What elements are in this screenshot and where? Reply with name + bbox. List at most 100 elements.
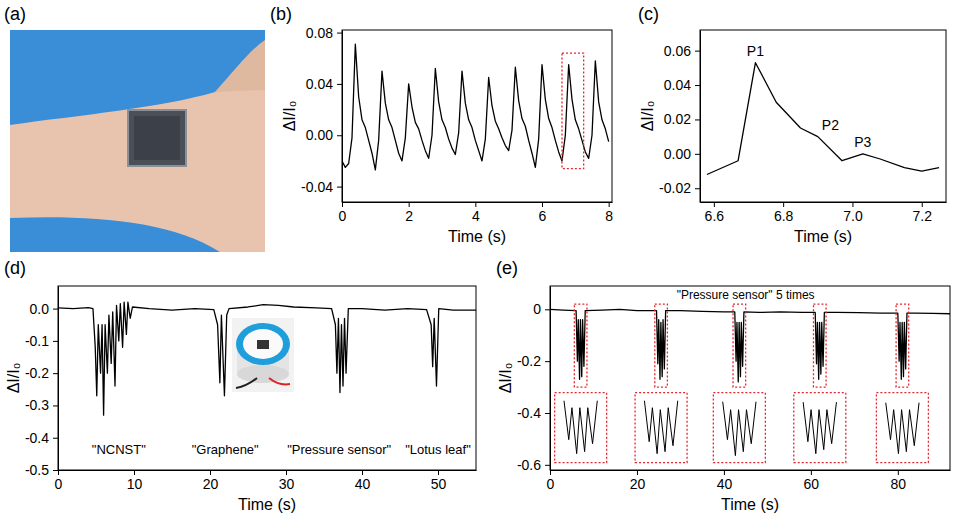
y-axis-title: ΔI/I₀ xyxy=(639,101,656,132)
x-axis-title: Time (s) xyxy=(794,228,852,245)
tick-mark xyxy=(545,465,550,466)
tick-mark xyxy=(783,202,784,207)
y-axis-title: ΔI/I₀ xyxy=(281,101,298,132)
plot-frame xyxy=(700,30,946,202)
zoom-box xyxy=(813,304,826,387)
tick: -0.2 xyxy=(517,353,550,369)
annotation: "NCNST" xyxy=(92,442,146,457)
tick-label: 80 xyxy=(891,476,907,492)
tick-mark xyxy=(53,373,58,374)
signal-line xyxy=(58,302,476,415)
tick-mark xyxy=(210,470,211,475)
tick-label: 20 xyxy=(203,476,219,492)
zoom-inset-frame xyxy=(555,393,607,463)
tick-mark xyxy=(695,51,700,52)
tick-mark xyxy=(337,187,342,188)
tick: -0.04 xyxy=(301,179,342,195)
annotation: "Pressure sensor" xyxy=(287,442,391,457)
zoom-box xyxy=(655,304,668,387)
x-axis-title: Time (s) xyxy=(721,496,779,513)
tick: 30 xyxy=(279,470,295,492)
tick-label: 0.02 xyxy=(664,111,691,127)
tick-mark xyxy=(542,202,543,207)
zoom-inset-line xyxy=(644,401,677,454)
panel-label: (e) xyxy=(496,258,518,278)
tick: 20 xyxy=(630,470,646,492)
tick-mark xyxy=(545,361,550,362)
tick-mark xyxy=(475,202,476,207)
tick-label: 8 xyxy=(605,208,613,224)
tick-mark xyxy=(53,309,58,310)
tick-label: -0.04 xyxy=(301,179,333,195)
wire-black xyxy=(236,378,257,388)
panel-label: (c) xyxy=(638,4,659,24)
device-sensor xyxy=(257,340,269,349)
x-axis-title: Time (s) xyxy=(448,228,506,245)
tick-mark xyxy=(409,202,410,207)
tick: 0.04 xyxy=(664,77,700,93)
tick-label: -0.02 xyxy=(659,180,691,196)
tick-mark xyxy=(852,202,853,207)
tick: 0 xyxy=(533,301,550,317)
zoom-inset-frame xyxy=(794,393,846,463)
y-axis: 0-0.2-0.4-0.6 xyxy=(517,287,551,473)
tick-mark xyxy=(337,135,342,136)
tick: 7.0 xyxy=(843,202,863,224)
y-axis: -0.040.000.040.08 xyxy=(301,25,342,203)
annotation: P2 xyxy=(822,117,839,133)
tick-mark xyxy=(286,470,287,475)
tick: 7.2 xyxy=(913,202,933,224)
tick-mark xyxy=(898,470,899,475)
plot-area xyxy=(707,63,939,175)
tick: 0.00 xyxy=(664,146,700,162)
tick-mark xyxy=(609,202,610,207)
tick-label: 20 xyxy=(630,476,646,492)
tick-mark xyxy=(53,405,58,406)
arm xyxy=(10,75,265,252)
tick-label: -0.4 xyxy=(25,430,49,446)
annotation: P3 xyxy=(854,134,871,150)
inset-photo xyxy=(232,318,294,392)
tick: 0.02 xyxy=(664,111,700,127)
zoom-inset-frame xyxy=(635,393,687,463)
zoom-inset-line xyxy=(723,402,756,456)
axis-line xyxy=(342,31,343,203)
tick-mark xyxy=(337,84,342,85)
tick-mark xyxy=(695,188,700,189)
plot-area xyxy=(58,302,476,415)
tick-mark xyxy=(714,202,715,207)
figure: (a)02468-0.040.000.040.08Time (s)ΔI/I₀(b… xyxy=(0,0,958,521)
zoom-inset-line xyxy=(564,401,597,454)
photo xyxy=(10,30,265,252)
tick: 0.00 xyxy=(306,127,342,143)
y-axis: -0.020.000.020.040.06 xyxy=(659,31,700,203)
sensor-core xyxy=(134,116,180,160)
plot-area xyxy=(550,309,950,382)
tick-label: -0.2 xyxy=(517,353,541,369)
tick-mark xyxy=(53,470,58,471)
tick-label: 4 xyxy=(472,208,480,224)
tick-mark xyxy=(58,470,59,475)
tick-mark xyxy=(637,470,638,475)
plot-frame xyxy=(58,286,476,470)
annotation: "Lotus leaf" xyxy=(405,442,471,457)
tick-mark xyxy=(337,33,342,34)
tick-mark xyxy=(545,309,550,310)
axis-line xyxy=(59,470,477,471)
tick-mark xyxy=(362,470,363,475)
tick-label: 10 xyxy=(127,476,143,492)
zoom-box xyxy=(733,304,746,387)
y-axis-title: ΔI/I₀ xyxy=(497,363,514,394)
tick: 20 xyxy=(203,470,219,492)
tick-mark xyxy=(134,470,135,475)
tick-mark xyxy=(438,470,439,475)
tick: 8 xyxy=(605,202,613,224)
x-axis: 01020304050 xyxy=(55,470,477,492)
zoom-inset-line xyxy=(803,402,836,454)
hand xyxy=(215,40,265,92)
axis-line xyxy=(550,287,551,471)
tick-label: 0.00 xyxy=(664,146,691,162)
x-axis: 6.66.87.07.2 xyxy=(701,202,947,224)
plot-frame xyxy=(342,30,612,202)
tick-mark xyxy=(53,438,58,439)
